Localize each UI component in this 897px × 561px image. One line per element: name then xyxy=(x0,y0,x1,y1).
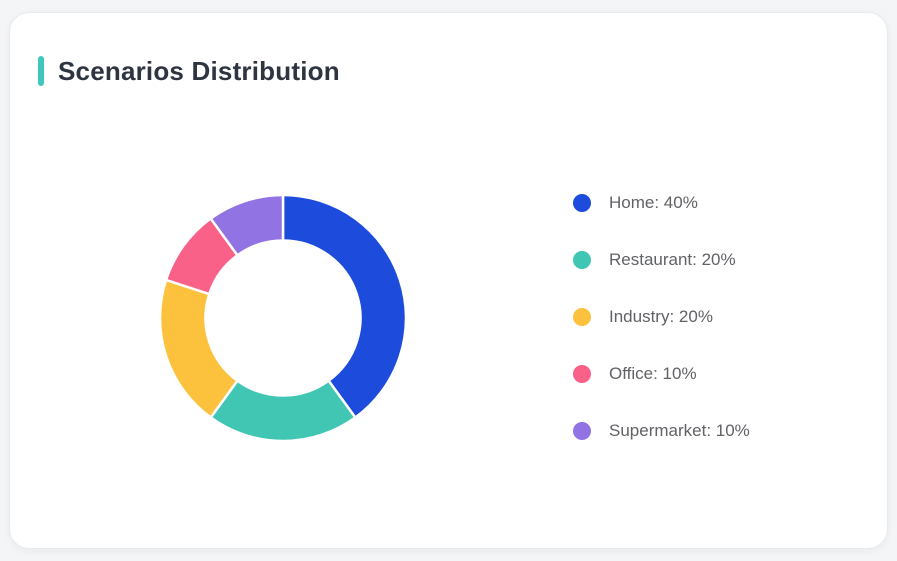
donut-chart xyxy=(158,193,408,443)
title-accent-bar xyxy=(38,56,44,86)
legend-item-supermarket[interactable]: Supermarket: 10% xyxy=(573,420,750,442)
card-header: Scenarios Distribution xyxy=(38,56,340,86)
legend-label-restaurant: Restaurant: 20% xyxy=(609,250,736,269)
donut-segment-supermarket[interactable] xyxy=(209,193,285,257)
legend-label-industry: Industry: 20% xyxy=(609,307,713,326)
legend-dot-restaurant xyxy=(573,251,591,269)
card-title: Scenarios Distribution xyxy=(58,56,340,86)
legend-item-industry[interactable]: Industry: 20% xyxy=(573,306,750,328)
legend-item-home[interactable]: Home: 40% xyxy=(573,192,750,214)
legend-label-supermarket: Supermarket: 10% xyxy=(609,421,750,440)
legend-dot-supermarket xyxy=(573,422,591,440)
donut-segment-home[interactable] xyxy=(281,193,408,419)
legend-item-office[interactable]: Office: 10% xyxy=(573,363,750,385)
legend-dot-industry xyxy=(573,308,591,326)
scenarios-distribution-card: Scenarios Distribution Home: 40% Restaura… xyxy=(9,12,888,549)
legend-label-home: Home: 40% xyxy=(609,193,698,212)
legend-dot-office xyxy=(573,365,591,383)
legend-item-restaurant[interactable]: Restaurant: 20% xyxy=(573,249,750,271)
chart-legend: Home: 40% Restaurant: 20% Industry: 20% Off… xyxy=(573,192,750,442)
legend-dot-home xyxy=(573,194,591,212)
donut-segment-industry[interactable] xyxy=(158,278,239,419)
legend-label-office: Office: 10% xyxy=(609,364,697,383)
